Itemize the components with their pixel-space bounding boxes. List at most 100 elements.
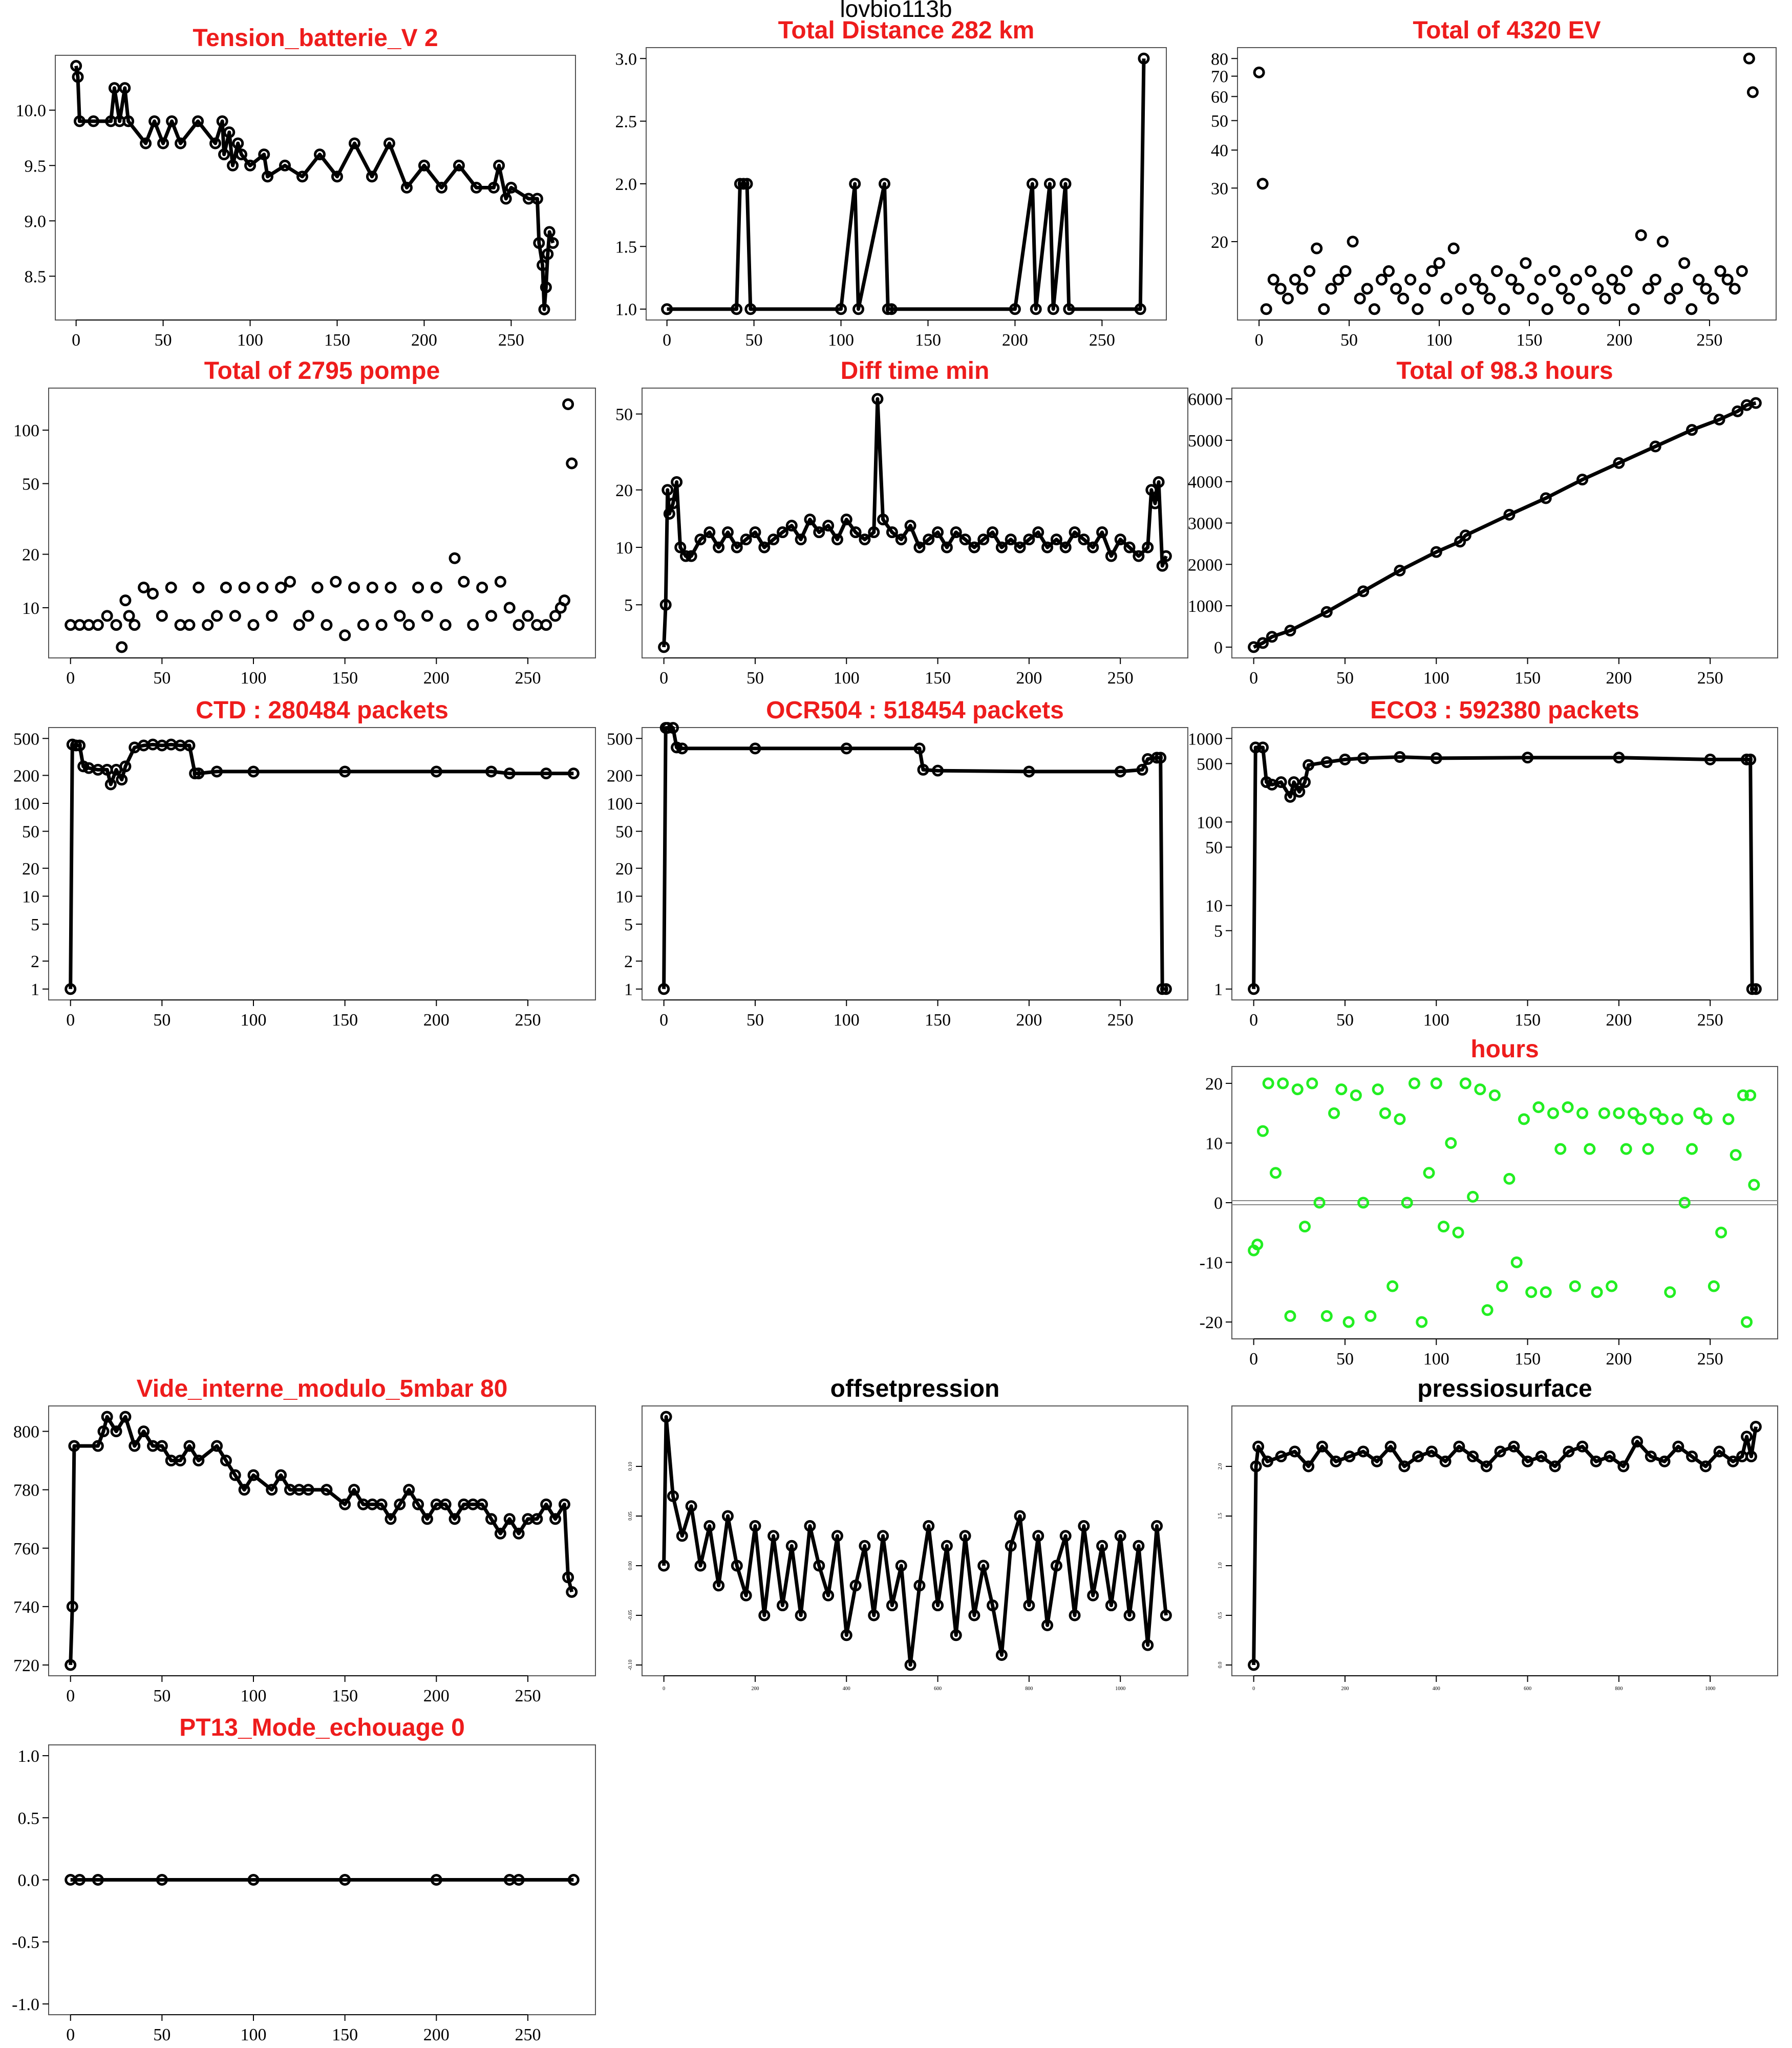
data-point xyxy=(1032,1530,1044,1542)
data-point xyxy=(1320,1310,1333,1322)
data-point xyxy=(1298,1221,1311,1233)
data-point xyxy=(1087,541,1099,553)
data-point xyxy=(266,610,278,622)
data-point xyxy=(476,1498,488,1510)
y-tick-label: -0.5 xyxy=(12,1933,39,1952)
data-point xyxy=(713,1580,725,1592)
data-point xyxy=(1078,1520,1090,1532)
data-point xyxy=(1744,753,1757,765)
data-point xyxy=(1520,257,1532,269)
data-point xyxy=(531,619,543,631)
data-point xyxy=(1635,229,1647,241)
data-point xyxy=(895,1560,907,1572)
data-point xyxy=(1745,1450,1757,1463)
data-point xyxy=(1291,1083,1304,1096)
y-tick-label: 1 xyxy=(1214,980,1223,999)
chart-title: ECO3 : 592380 packets xyxy=(1370,697,1639,724)
data-point xyxy=(1642,1143,1654,1155)
data-point xyxy=(1494,1445,1506,1458)
data-point xyxy=(494,575,506,588)
data-point xyxy=(1743,52,1755,65)
data-point xyxy=(1136,763,1148,776)
y-tick-label: 50 xyxy=(22,475,39,494)
data-point xyxy=(211,1440,223,1452)
data-point xyxy=(394,1498,406,1510)
x-tick-label: 100 xyxy=(828,331,854,350)
data-point xyxy=(531,193,543,205)
data-point xyxy=(1133,550,1145,562)
data-point xyxy=(65,983,77,995)
data-point xyxy=(1032,526,1044,539)
data-point xyxy=(1096,526,1108,539)
data-point xyxy=(831,534,843,546)
x-tick-label: 100 xyxy=(241,1011,267,1030)
data-point xyxy=(1059,1530,1072,1542)
y-tick-label: 2 xyxy=(31,952,39,971)
data-point xyxy=(1686,424,1698,436)
data-point xyxy=(923,1520,935,1532)
data-point xyxy=(549,1513,562,1525)
data-point xyxy=(1304,265,1316,278)
data-point xyxy=(562,398,574,410)
data-point xyxy=(1445,1137,1457,1149)
data-point xyxy=(65,619,77,631)
data-point xyxy=(430,765,442,778)
data-point xyxy=(1585,265,1597,278)
data-point xyxy=(513,1874,525,1886)
data-point xyxy=(1613,283,1626,295)
data-point xyxy=(877,514,889,526)
data-point xyxy=(1313,1197,1326,1209)
x-tick-label: 200 xyxy=(1606,669,1632,688)
data-point xyxy=(1320,606,1333,618)
chart-panel-p5: Diff time min 0 50 100 150 200 250 5 10 20 50 xyxy=(615,357,1188,688)
y-tick-label: 2000 xyxy=(1188,556,1223,574)
data-point xyxy=(101,610,113,622)
x-tick-label: 50 xyxy=(155,331,172,350)
x-tick-label: 100 xyxy=(1426,331,1453,350)
data-point xyxy=(1303,1460,1315,1473)
x-tick-label: 200 xyxy=(1016,1011,1042,1030)
x-tick-label: 0 xyxy=(66,1011,75,1030)
y-tick-label: 1.0 xyxy=(1218,1563,1223,1569)
data-point xyxy=(513,1527,525,1540)
data-point xyxy=(1277,1077,1289,1090)
data-point xyxy=(1496,1280,1508,1292)
data-point xyxy=(296,170,309,183)
data-point xyxy=(366,581,378,593)
y-tick-label: 50 xyxy=(615,823,633,842)
data-point xyxy=(1484,292,1496,305)
y-tick-label: 20 xyxy=(615,481,633,500)
y-tick-label: -0.05 xyxy=(628,1610,633,1621)
data-point xyxy=(1318,303,1330,315)
y-tick-label: 0.0 xyxy=(1218,1662,1223,1669)
data-point xyxy=(339,629,351,642)
x-tick-label: 0 xyxy=(1255,331,1264,350)
data-point xyxy=(421,1513,433,1525)
data-point xyxy=(485,1513,497,1525)
y-tick-label: 10 xyxy=(615,539,633,558)
data-point xyxy=(1142,541,1154,553)
data-point xyxy=(1398,1460,1411,1473)
y-tick-label: 500 xyxy=(13,730,39,749)
data-point xyxy=(1522,1455,1534,1467)
data-point xyxy=(1145,484,1158,496)
chart-title: pressiosurface xyxy=(1417,1375,1592,1402)
data-point xyxy=(703,1520,716,1532)
x-tick-label: 100 xyxy=(237,331,263,350)
data-point xyxy=(1041,1619,1054,1631)
data-point xyxy=(216,115,228,127)
data-point xyxy=(1114,1530,1126,1542)
data-point xyxy=(1275,776,1287,788)
data-point xyxy=(840,1629,852,1641)
data-point xyxy=(1275,1450,1287,1463)
data-point xyxy=(879,178,891,190)
chart-title: Tension_batterie_V 2 xyxy=(193,25,438,52)
data-point xyxy=(1014,1510,1026,1522)
data-point xyxy=(1384,1440,1397,1453)
data-point xyxy=(220,581,232,593)
x-tick-label: 600 xyxy=(1524,1686,1531,1692)
data-point xyxy=(1412,303,1424,315)
data-point xyxy=(1488,1089,1501,1101)
x-tick-label: 150 xyxy=(1516,331,1542,350)
x-tick-label: 200 xyxy=(1606,331,1632,350)
